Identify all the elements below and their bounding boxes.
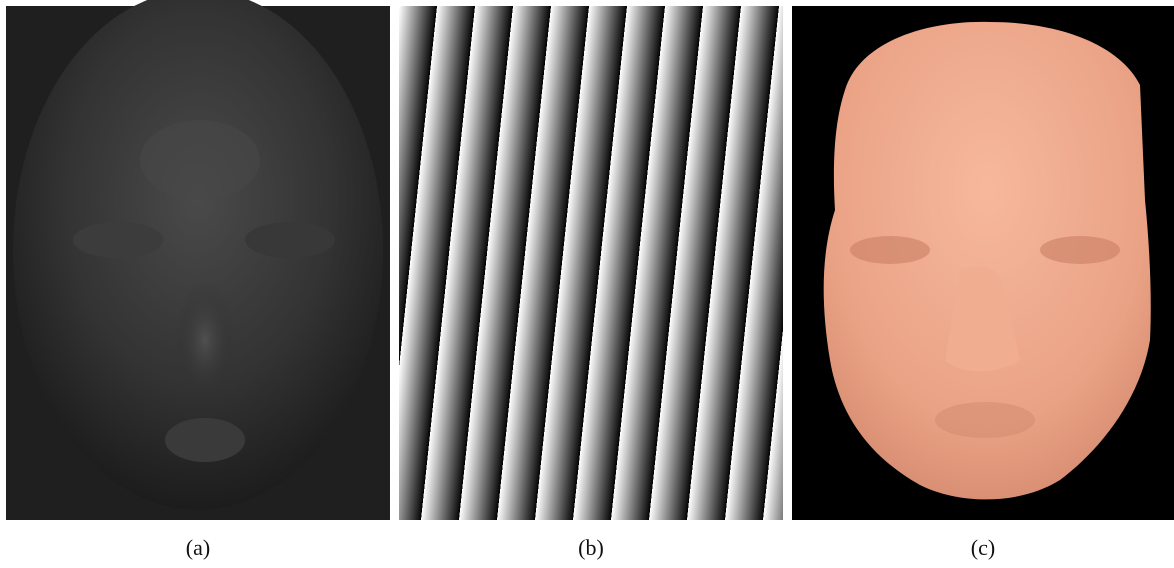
panel-c-image xyxy=(792,6,1174,520)
caption: (b) xyxy=(578,535,604,560)
panel-a-image xyxy=(6,0,390,520)
page: (a) (b) (c) (() => { const data = JSON.p… xyxy=(0,0,1174,568)
figure: (a) (b) (c) xyxy=(0,0,1174,568)
caption: (c) xyxy=(971,535,995,560)
caption: (a) xyxy=(186,535,210,560)
panel-b-image xyxy=(335,6,849,520)
